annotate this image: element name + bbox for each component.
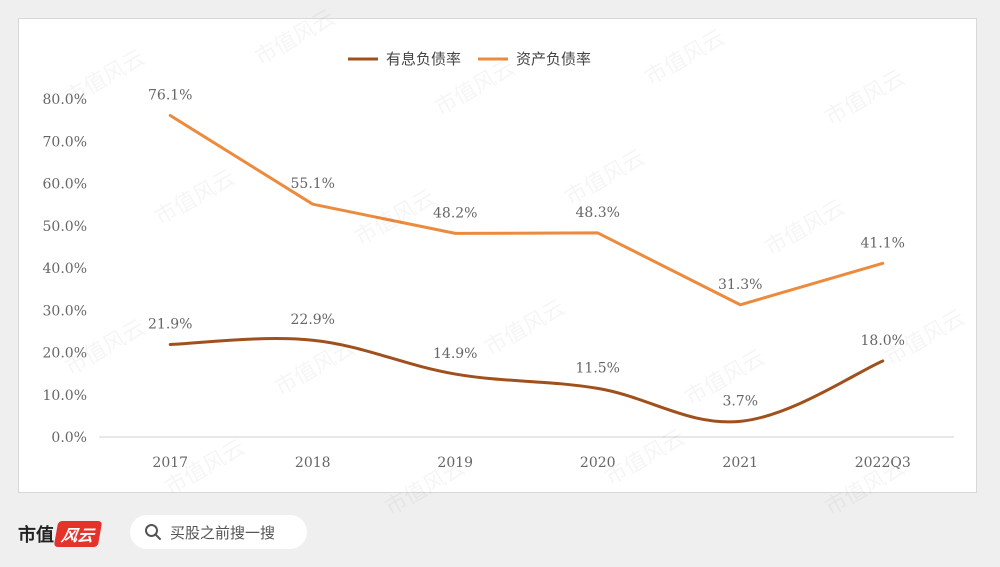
data-label: 41.1% — [861, 235, 905, 251]
series-line-2 — [168, 113, 885, 307]
data-label: 76.1% — [148, 87, 192, 103]
x-tick-label: 2021 — [722, 455, 758, 471]
y-tick-label: 0.0% — [51, 430, 87, 446]
y-tick-label: 50.0% — [43, 219, 87, 235]
search-placeholder: 买股之前搜一搜 — [170, 523, 276, 542]
data-label: 22.9% — [291, 312, 335, 328]
x-tick-label: 2020 — [580, 455, 616, 471]
legend-label-1: 有息负债率 — [386, 50, 461, 68]
data-label: 55.1% — [291, 176, 335, 192]
brand-text: 市值 — [18, 525, 54, 546]
data-label: 31.3% — [718, 277, 762, 293]
data-label: 21.9% — [148, 316, 192, 332]
search-icon — [145, 524, 161, 540]
brand-mark: 风云 — [53, 521, 103, 547]
y-tick-label: 20.0% — [43, 346, 87, 362]
x-tick-label: 2022Q3 — [855, 455, 911, 471]
data-label: 48.3% — [576, 205, 620, 221]
y-tick-label: 10.0% — [43, 388, 87, 404]
search-bar[interactable]: 买股之前搜一搜 — [130, 515, 307, 549]
x-tick-label: 2019 — [437, 455, 473, 471]
brand-logo[interactable]: 市值 风云 — [18, 521, 103, 547]
data-label: 48.2% — [433, 205, 477, 221]
line-chart: 0.0% 10.0% 20.0% 30.0% 40.0% 50.0% 60.0% 70.0% 8… — [43, 50, 954, 471]
legend-label-2: 资产负债率 — [516, 50, 591, 68]
data-label: 11.5% — [576, 360, 620, 376]
data-label: 18.0% — [861, 333, 905, 349]
y-tick-label: 80.0% — [43, 92, 87, 108]
footer: 市值 风云 买股之前搜一搜 — [18, 515, 418, 555]
y-tick-label: 70.0% — [43, 134, 87, 150]
y-tick-label: 60.0% — [43, 177, 87, 193]
data-label: 14.9% — [433, 346, 477, 362]
y-tick-label: 40.0% — [43, 261, 87, 277]
y-tick-label: 30.0% — [43, 303, 87, 319]
chart-card: 0.0% 10.0% 20.0% 30.0% 40.0% 50.0% 60.0% 70.0% 8… — [18, 18, 977, 493]
x-tick-label: 2017 — [152, 455, 188, 471]
x-tick-label: 2018 — [295, 455, 331, 471]
series-line-1 — [168, 337, 885, 424]
data-label: 3.7% — [722, 393, 758, 409]
